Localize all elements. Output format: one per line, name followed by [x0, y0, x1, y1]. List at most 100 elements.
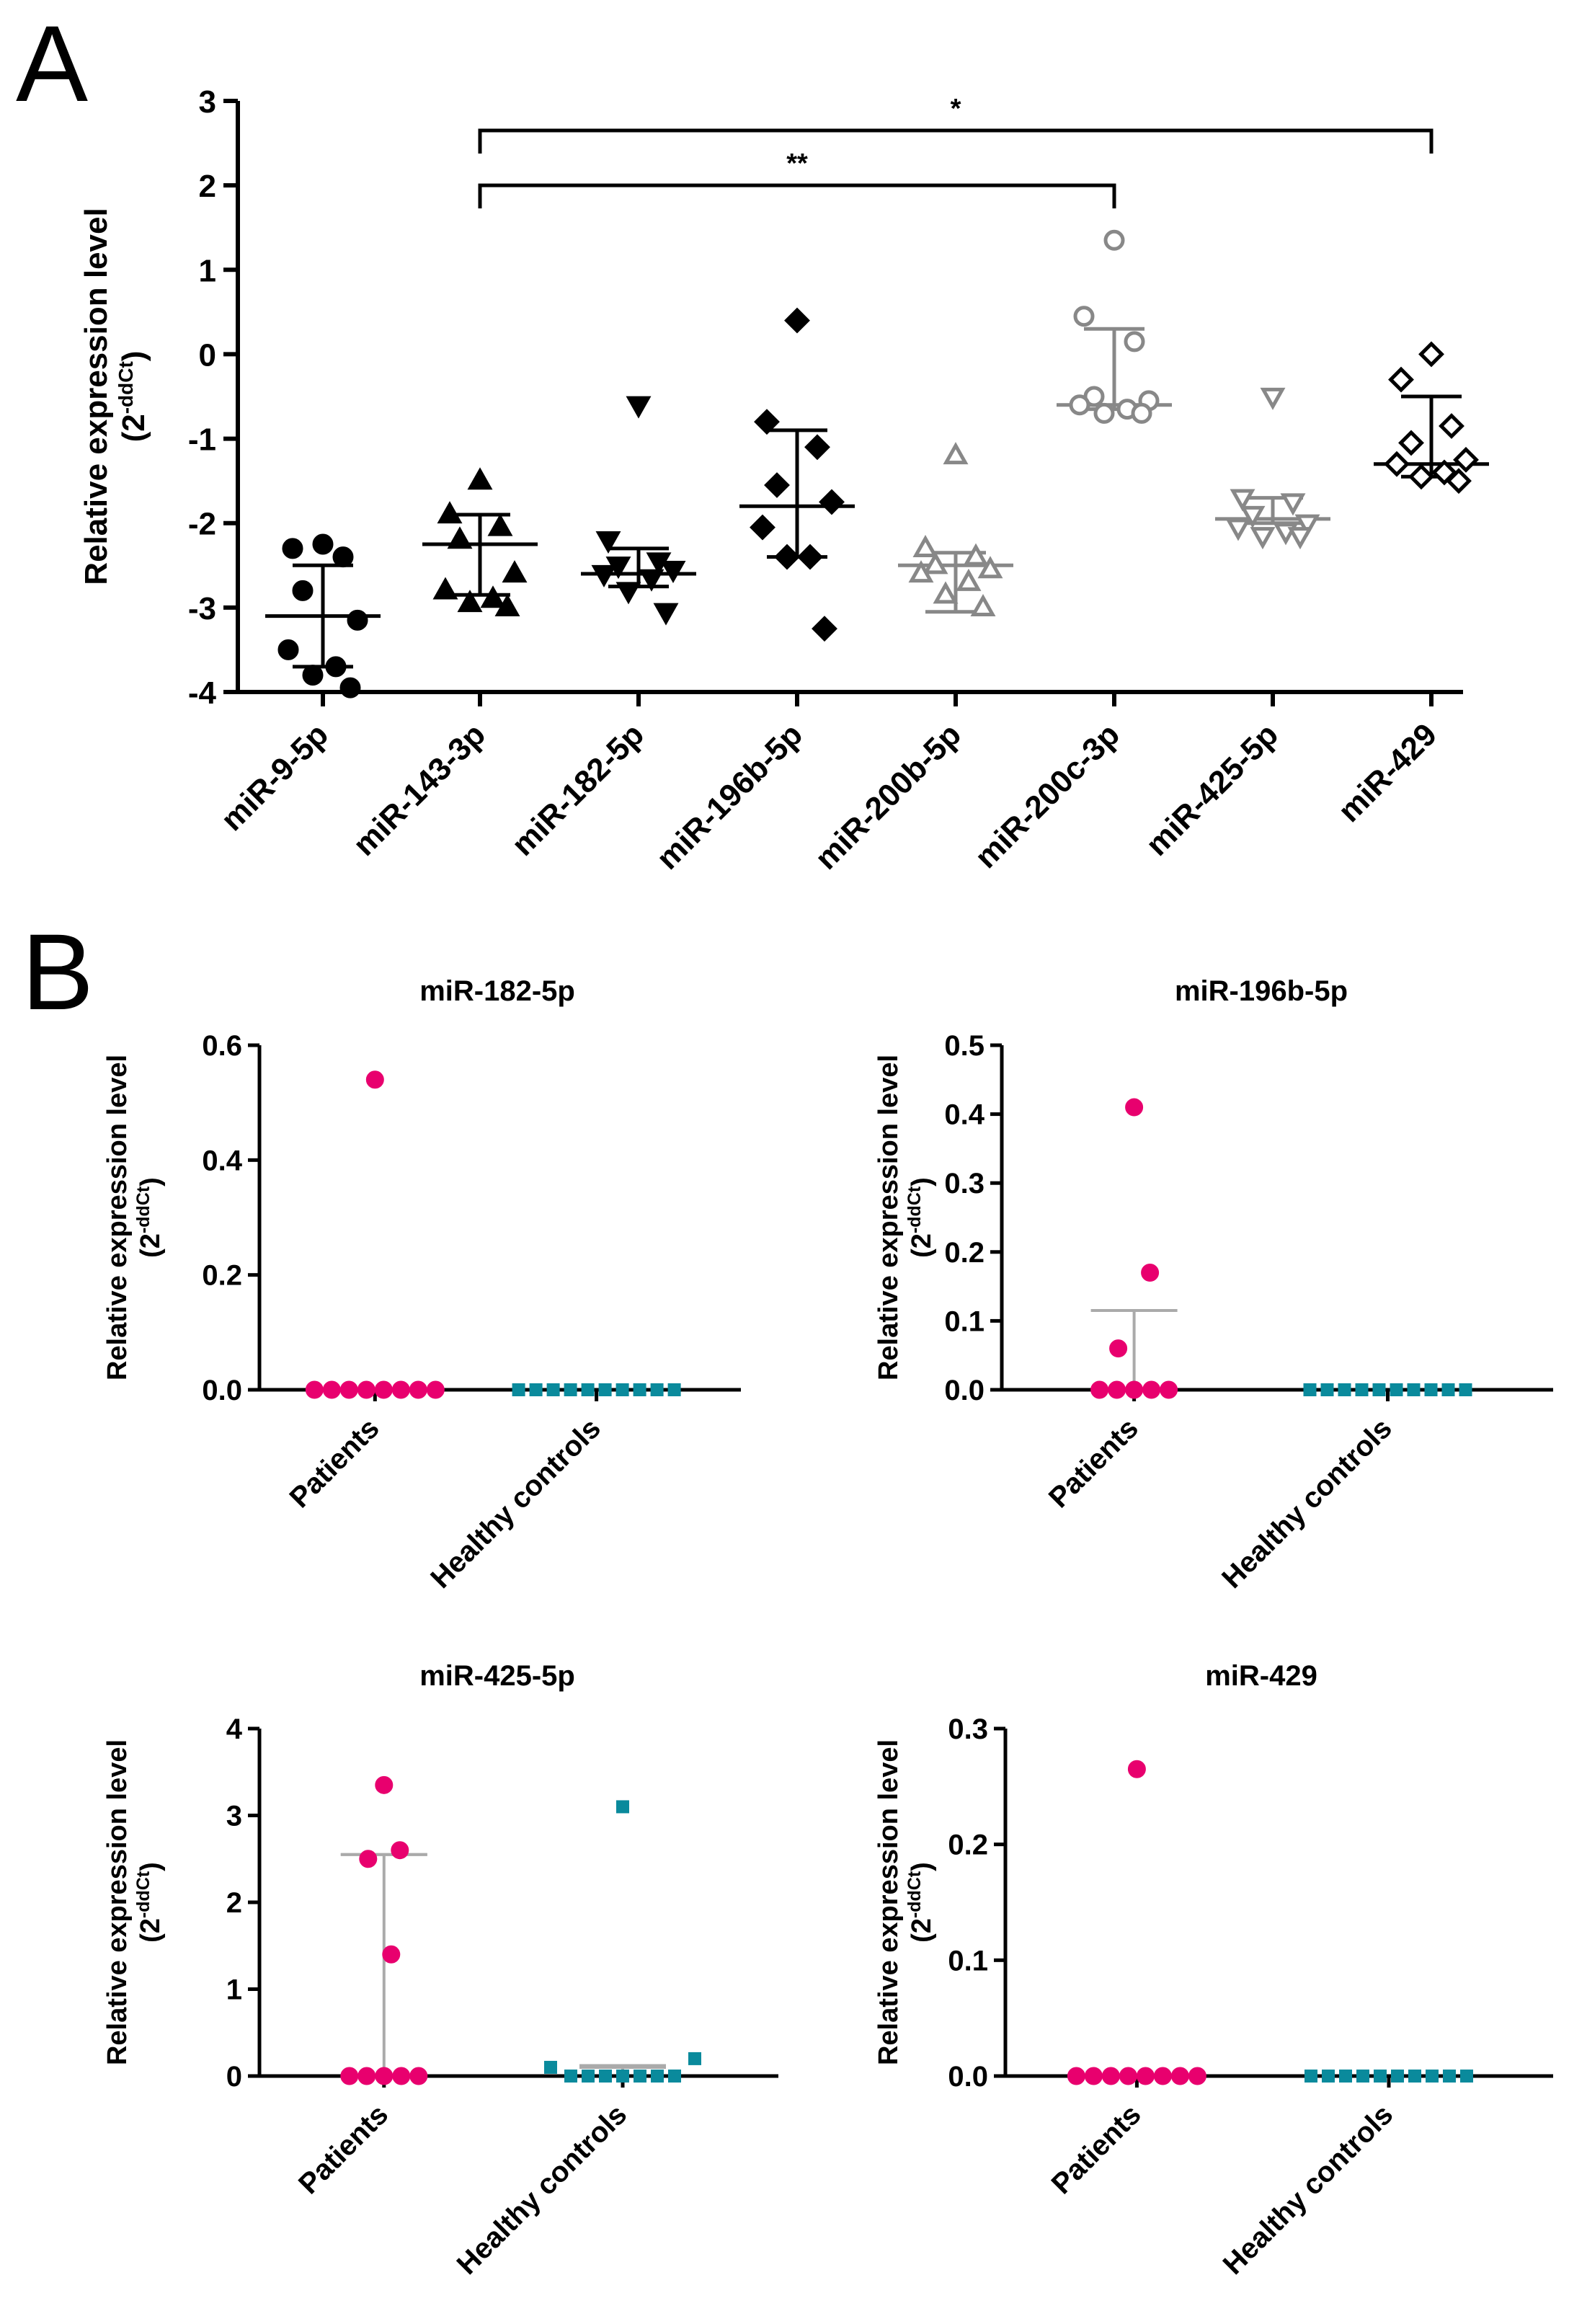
y-tick-label: 3 — [226, 1801, 242, 1832]
data-point — [1304, 2070, 1317, 2083]
y-axis-unit: (2-ddCt) — [115, 351, 151, 443]
data-point — [1408, 2070, 1421, 2083]
data-point — [650, 1383, 664, 1396]
y-tick-label: 0.0 — [944, 1375, 984, 1406]
data-point — [1141, 1263, 1160, 1282]
data-point — [391, 1841, 409, 1860]
data-point — [375, 2067, 394, 2085]
data-point — [374, 1380, 393, 1399]
x-tick-label: miR-9-5p — [214, 717, 335, 838]
data-point — [1101, 2067, 1120, 2085]
data-point — [340, 2067, 359, 2085]
data-point — [1119, 2067, 1137, 2085]
data-point — [502, 560, 528, 583]
y-tick-label: -1 — [188, 422, 216, 458]
data-point — [1108, 1380, 1126, 1399]
data-point — [1426, 2070, 1439, 2083]
data-point — [426, 1380, 445, 1399]
x-tick-label: miR-429 — [1331, 717, 1444, 829]
data-point — [529, 1383, 543, 1396]
data-point — [305, 1380, 324, 1399]
data-point — [1355, 1383, 1369, 1396]
y-axis-unit: (2-ddCt) — [904, 1862, 937, 1943]
data-point — [626, 396, 652, 419]
x-tick-label: miR-143-3p — [347, 717, 492, 862]
data-point — [1240, 505, 1266, 528]
data-point — [599, 2070, 612, 2083]
data-point — [1109, 1339, 1128, 1358]
data-point — [668, 2070, 681, 2083]
data-point — [564, 2070, 577, 2083]
data-point — [615, 1383, 629, 1396]
data-point — [512, 1383, 525, 1396]
data-point — [432, 577, 458, 600]
data-point — [277, 639, 299, 660]
data-point — [1459, 1383, 1472, 1396]
data-point — [339, 1380, 358, 1399]
x-tick-label: miR-200b-5p — [809, 717, 968, 876]
y-axis-label-group: Relative expression level (2-ddCt) — [79, 208, 151, 585]
data-point — [322, 1380, 341, 1399]
chart-title: miR-425-5p — [419, 1660, 575, 1692]
data-point — [1384, 451, 1410, 477]
data-point — [582, 2070, 595, 2083]
data-point — [912, 534, 938, 557]
data-point — [750, 514, 775, 541]
y-tick-label: 0.2 — [948, 1830, 988, 1861]
data-point — [1391, 2070, 1404, 2083]
y-tick-label: 2 — [199, 169, 216, 204]
chart-b-mir-182-5p: miR-182-5p 0.0 0.2 0.4 0.6 Relative expressio… — [102, 975, 741, 1595]
data-point — [1439, 413, 1464, 439]
data-point — [1188, 2067, 1206, 2085]
data-point — [365, 1070, 384, 1089]
data-point — [1136, 2067, 1155, 2085]
data-point — [302, 665, 324, 686]
data-point — [437, 501, 463, 524]
data-point — [544, 2060, 557, 2074]
x-tick-label: miR-182-5p — [505, 717, 651, 862]
data-point — [409, 2067, 428, 2085]
x-tick-label: Patients — [1046, 2098, 1147, 2200]
y-axis-unit: (2-ddCt) — [904, 1177, 937, 1258]
x-tick-label: miR-425-5p — [1139, 717, 1285, 862]
y-axis-unit: (2-ddCt) — [133, 1862, 166, 1943]
x-tick-label: Healthy controls — [1216, 1412, 1398, 1595]
data-point — [804, 434, 830, 461]
data-point — [764, 472, 790, 498]
x-tick-label: Healthy controls — [1217, 2098, 1400, 2281]
data-point — [487, 513, 513, 536]
data-point — [1443, 2070, 1456, 2083]
data-point — [325, 656, 347, 678]
y-tick-label: 0 — [199, 337, 216, 373]
data-point — [1067, 2067, 1085, 2085]
data-point — [615, 582, 641, 605]
data-point — [564, 1383, 577, 1396]
y-tick-label: 1 — [226, 1974, 242, 2006]
data-point — [963, 543, 989, 566]
data-point — [660, 561, 686, 584]
y-tick-label: 0.1 — [944, 1305, 984, 1337]
data-point — [581, 1383, 595, 1396]
panel-label-a: A — [16, 3, 88, 124]
data-point — [447, 526, 473, 549]
data-point — [970, 593, 996, 616]
data-point — [1250, 527, 1276, 550]
significance-label: * — [951, 94, 961, 124]
data-point — [457, 590, 483, 613]
data-point — [359, 1850, 378, 1868]
data-point — [819, 489, 845, 515]
data-point — [347, 609, 368, 631]
data-point — [688, 2052, 701, 2065]
y-axis-label-group: Relative expression level (2-ddCt) — [102, 1055, 166, 1380]
data-point — [1125, 1380, 1144, 1399]
data-point — [633, 1383, 646, 1396]
data-point — [1125, 1098, 1144, 1117]
data-point — [292, 580, 314, 601]
data-point — [1390, 1383, 1403, 1396]
data-point — [1339, 2070, 1352, 2083]
data-point — [667, 1383, 681, 1396]
y-tick-label: 0.2 — [944, 1237, 984, 1269]
significance-label: ** — [786, 148, 808, 179]
x-tick-label: miR-196b-5p — [650, 717, 809, 876]
